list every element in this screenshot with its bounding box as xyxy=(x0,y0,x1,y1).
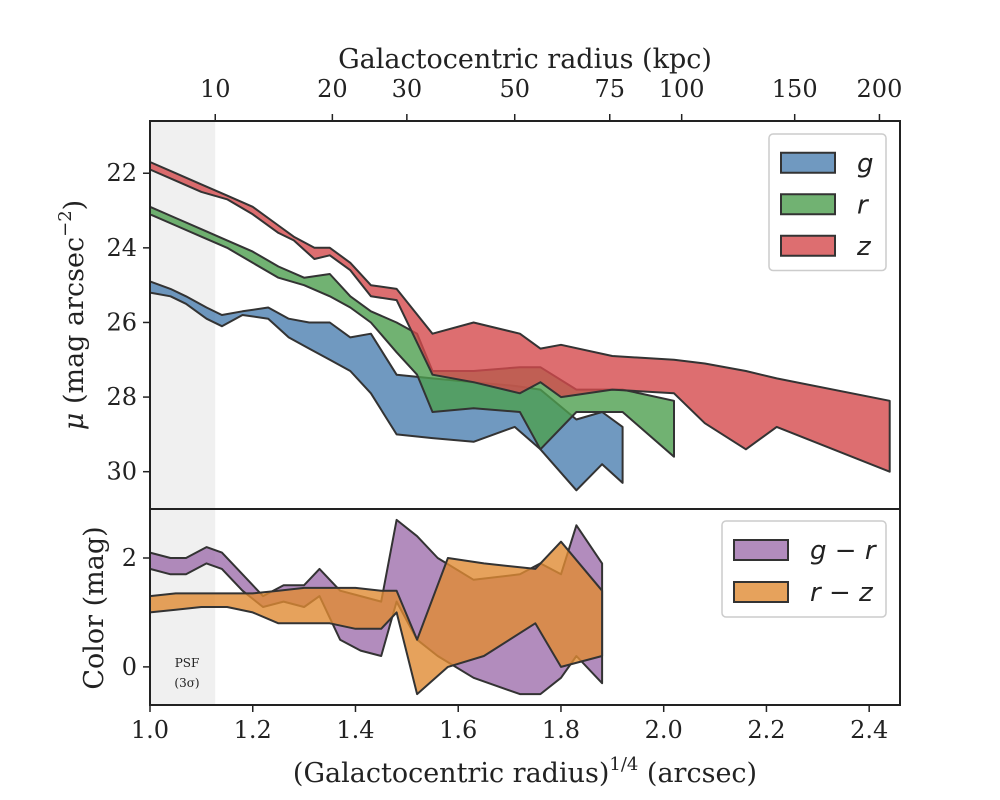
top-x-tick-label: 50 xyxy=(499,75,530,103)
y-axis-title-close: ) xyxy=(59,200,90,211)
y-axis-title-top: μ (mag arcsec−2) xyxy=(55,200,90,430)
y-axis-title-exp: −2 xyxy=(55,210,76,237)
x-axis-title-unit: (arcsec) xyxy=(638,758,757,789)
x-tick-label: 1.8 xyxy=(542,716,580,744)
legend-swatch-r-z xyxy=(733,581,789,603)
surface-brightness-bands xyxy=(149,161,891,492)
legend-colors: g − r r − z xyxy=(721,520,887,618)
y-tick-label-top: 30 xyxy=(106,458,137,486)
legend-swatch-g xyxy=(780,151,836,174)
top-x-tick-label: 75 xyxy=(594,75,625,103)
axis-ticks: 22 24 26 28 30 0 2 1.0 1.2 1.4 1.6 1.8 2.0 2.2 2.4 10 20… xyxy=(106,75,902,744)
legend-swatch-g-r xyxy=(733,539,789,561)
legend-label-r-z: r − z xyxy=(810,578,874,608)
top-x-tick-label: 200 xyxy=(857,75,903,103)
y-tick-label-top: 22 xyxy=(106,159,137,187)
surface-brightness-band-z xyxy=(149,161,891,473)
legend-swatch-z xyxy=(780,234,836,257)
y-tick-label-top: 26 xyxy=(106,308,137,336)
y-tick-label-top: 24 xyxy=(106,234,137,262)
y-tick-label-bottom: 2 xyxy=(122,544,137,572)
legend-label-r: r xyxy=(857,190,870,220)
y-axis-title-mu: μ xyxy=(59,413,90,431)
surface-brightness-band-g xyxy=(149,280,624,492)
y-tick-label-top: 28 xyxy=(106,383,137,411)
x-tick-label: 1.6 xyxy=(439,716,477,744)
x-axis-title: (Galactocentric radius)1/4 (arcsec) xyxy=(293,754,757,789)
color-panel xyxy=(149,508,901,706)
y-tick-label-bottom: 0 xyxy=(122,653,137,681)
top-x-tick-label: 20 xyxy=(317,75,348,103)
psf-label: PSF xyxy=(175,656,200,670)
color-bands xyxy=(149,518,604,696)
top-x-tick-label: 100 xyxy=(659,75,705,103)
top-x-tick-label: 150 xyxy=(772,75,818,103)
y-axis-title-unit: (mag arcsec xyxy=(59,237,90,413)
legend-bands: grz xyxy=(768,133,887,272)
x-tick-label: 2.2 xyxy=(747,716,785,744)
top-x-tick-label: 30 xyxy=(392,75,423,103)
top-x-tick-label: 10 xyxy=(200,75,231,103)
legend-label-g-r: g − r xyxy=(810,536,878,566)
x-tick-label: 1.0 xyxy=(131,716,169,744)
x-tick-label: 2.4 xyxy=(850,716,888,744)
x-tick-label: 1.2 xyxy=(234,716,272,744)
legend-label-z: z xyxy=(856,232,872,262)
legend-swatch-r xyxy=(780,193,836,216)
color-band-r-z xyxy=(149,540,604,696)
psf-sigma-label: (3σ) xyxy=(174,676,199,690)
x-axis-title-base: (Galactocentric radius) xyxy=(293,758,609,789)
y-axis-title-bottom: Color (mag) xyxy=(79,526,110,689)
legend-label-g: g xyxy=(857,149,874,179)
x-axis-title-exponent: 1/4 xyxy=(609,754,638,775)
x-tick-label: 1.4 xyxy=(336,716,374,744)
top-axis-title: Galactocentric radius (kpc) xyxy=(338,44,712,75)
x-tick-label: 2.0 xyxy=(645,716,683,744)
